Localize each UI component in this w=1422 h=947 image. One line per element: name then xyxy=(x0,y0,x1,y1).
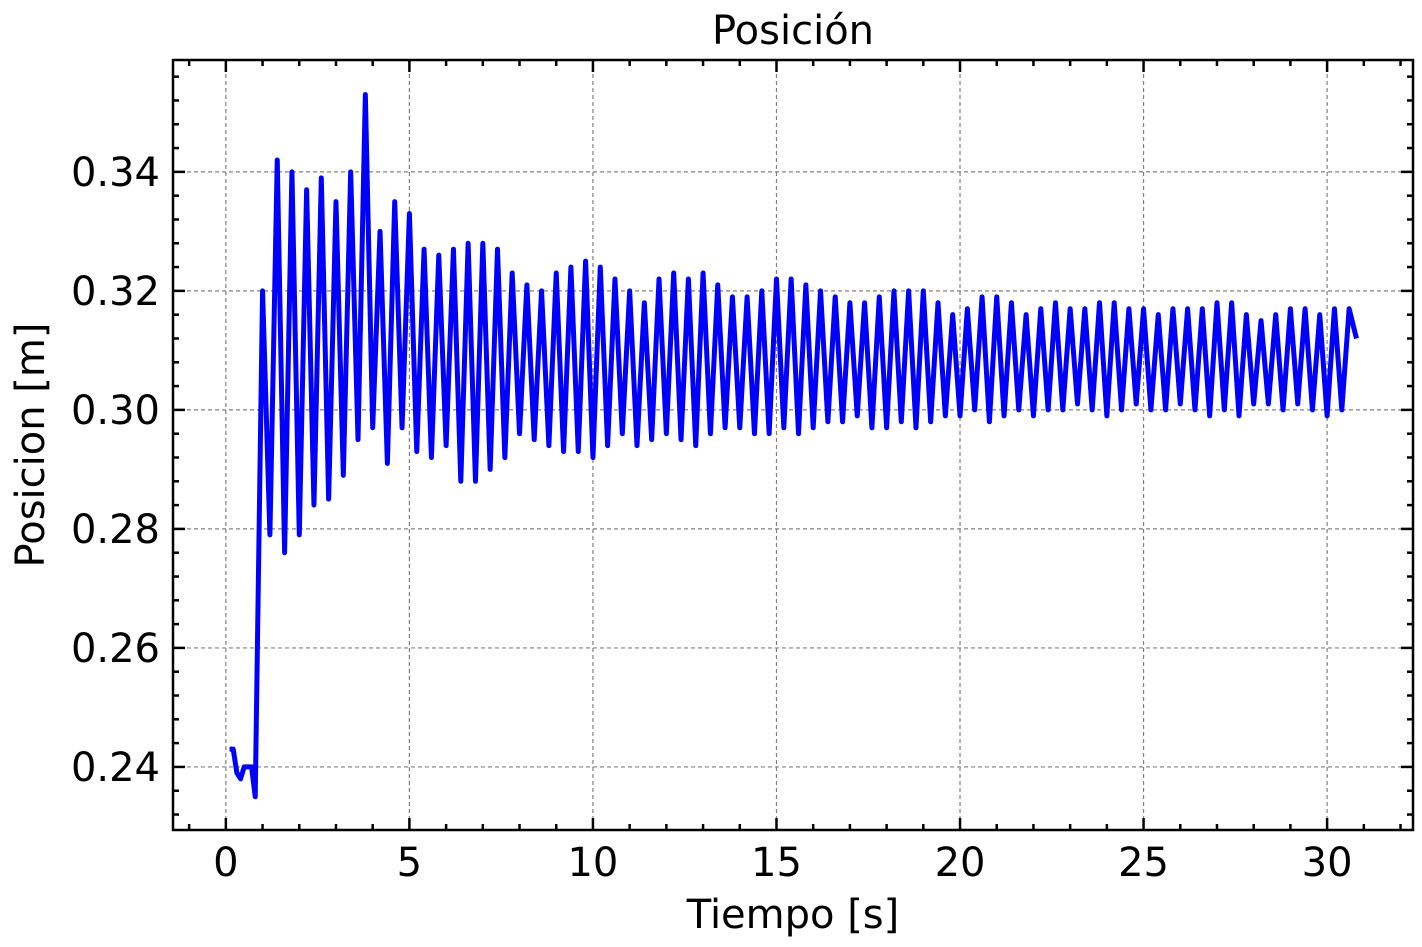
data-line xyxy=(229,92,1359,800)
x-tick-label: 30 xyxy=(1302,840,1353,886)
chart-title: Posición xyxy=(712,8,874,54)
y-axis-label: Posicion [m] xyxy=(8,323,54,568)
x-tick-label: 10 xyxy=(567,840,618,886)
y-tick-label: 0.32 xyxy=(71,269,160,315)
x-axis-label: Tiempo [s] xyxy=(686,892,900,938)
x-tick-label: 20 xyxy=(935,840,986,886)
plot-frame xyxy=(171,58,1415,832)
x-tick-label: 15 xyxy=(751,840,802,886)
y-tick-label: 0.26 xyxy=(71,626,160,672)
x-tick-label: 25 xyxy=(1118,840,1169,886)
x-tick-label: 5 xyxy=(397,840,422,886)
x-tick-label: 0 xyxy=(213,840,238,886)
y-tick-label: 0.34 xyxy=(71,150,160,196)
y-tick-label: 0.28 xyxy=(71,507,160,553)
y-tick-label: 0.30 xyxy=(71,388,160,434)
y-tick-label: 0.24 xyxy=(71,745,160,791)
